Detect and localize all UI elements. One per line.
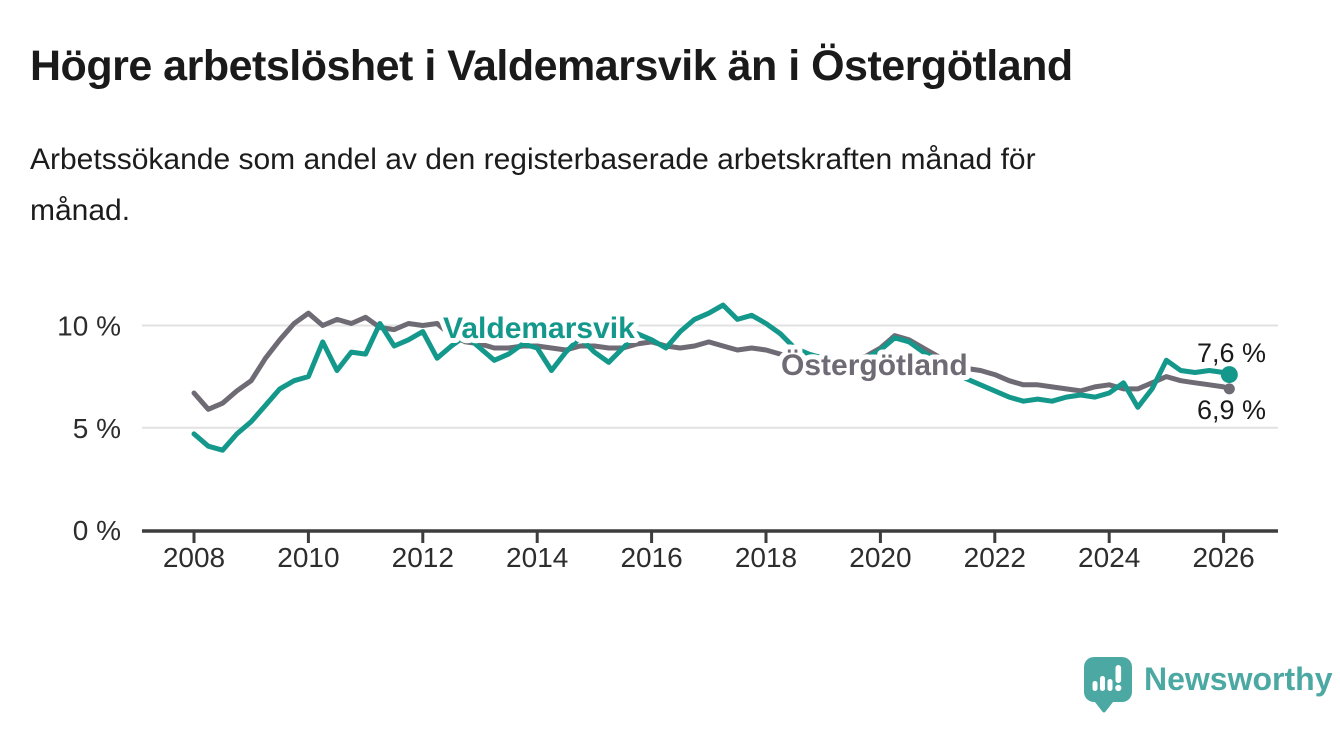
chart-title: Högre arbetslöshet i Valdemarsvik än i Ö… bbox=[30, 42, 1073, 90]
x-tick-label: 2026 bbox=[1192, 542, 1254, 573]
y-tick-label: 10 % bbox=[57, 311, 121, 342]
x-tick-label: 2012 bbox=[392, 542, 454, 573]
x-tick-label: 2018 bbox=[735, 542, 797, 573]
x-tick-label: 2022 bbox=[964, 542, 1026, 573]
subtitle-line-1: Arbetssökande som andel av den registerb… bbox=[30, 143, 1036, 176]
end-value-label-ostergotland: 6,9 % bbox=[1197, 395, 1266, 425]
series-label-valdemarsvik: Valdemarsvik bbox=[443, 312, 635, 345]
series-end-dot-ostergotland bbox=[1223, 383, 1235, 395]
series-line-valdemarsvik bbox=[191, 302, 1232, 453]
y-tick-label: 0 % bbox=[73, 515, 121, 546]
x-tick-label: 2016 bbox=[620, 542, 682, 573]
series-end-dot-valdemarsvik bbox=[1220, 366, 1238, 384]
subtitle-line-2: månad. bbox=[30, 194, 131, 227]
x-tick-label: 2020 bbox=[849, 542, 911, 573]
x-tick-label: 2008 bbox=[163, 542, 225, 573]
chart-subtitle: Arbetssökande som andel av den registerb… bbox=[30, 134, 1290, 236]
x-tick-label: 2010 bbox=[277, 542, 339, 573]
newsworthy-logo[interactable]: Newsworthy bbox=[1084, 656, 1332, 714]
series-line-ostergotland bbox=[191, 310, 1232, 412]
x-tick-label: 2024 bbox=[1078, 542, 1140, 573]
newsworthy-logo-text: Newsworthy bbox=[1144, 661, 1333, 697]
series-label-ostergotland: Östergötland bbox=[781, 349, 968, 382]
end-value-label-valdemarsvik: 7,6 % bbox=[1197, 338, 1266, 368]
bar-chart-speech-bubble-icon bbox=[1084, 657, 1132, 713]
y-tick-label: 5 % bbox=[73, 413, 121, 444]
x-tick-label: 2014 bbox=[506, 542, 568, 573]
